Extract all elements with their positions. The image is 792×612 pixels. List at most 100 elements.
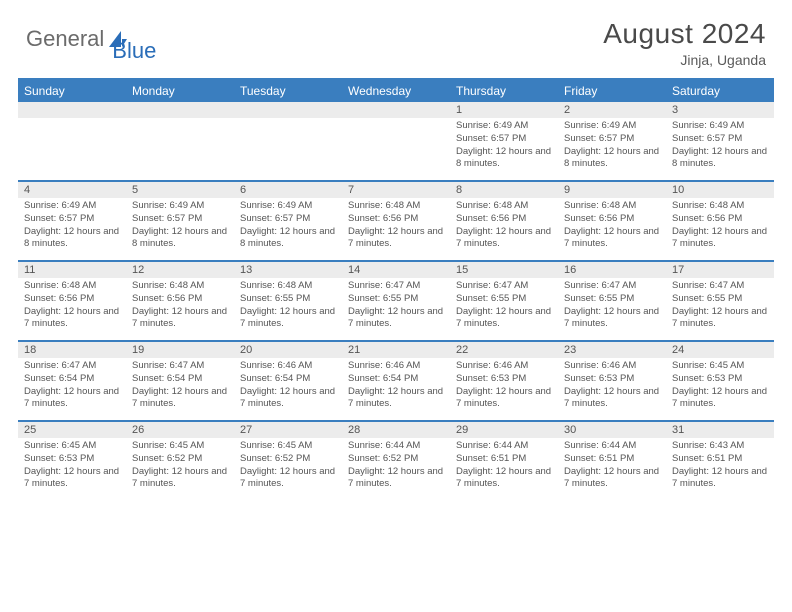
day-cell: Sunrise: 6:49 AMSunset: 6:57 PMDaylight:… [666, 118, 774, 180]
day-cell: Sunrise: 6:47 AMSunset: 6:55 PMDaylight:… [558, 278, 666, 340]
week-row: 11121314151617Sunrise: 6:48 AMSunset: 6:… [18, 260, 774, 340]
sunrise: Sunrise: 6:49 AM [24, 200, 120, 213]
daylight: Daylight: 12 hours and 7 minutes. [24, 386, 120, 412]
sunrise: Sunrise: 6:47 AM [348, 280, 444, 293]
sunrise: Sunrise: 6:46 AM [456, 360, 552, 373]
sunrise: Sunrise: 6:45 AM [132, 440, 228, 453]
daylight: Daylight: 12 hours and 8 minutes. [132, 226, 228, 252]
sunset: Sunset: 6:54 PM [348, 373, 444, 386]
week-cells: Sunrise: 6:47 AMSunset: 6:54 PMDaylight:… [18, 358, 774, 420]
day-number: 28 [342, 422, 450, 438]
sunset: Sunset: 6:57 PM [24, 213, 120, 226]
day-number: 29 [450, 422, 558, 438]
sunrise: Sunrise: 6:48 AM [672, 200, 768, 213]
daylight: Daylight: 12 hours and 7 minutes. [348, 466, 444, 492]
daynum-row: 123 [18, 102, 774, 118]
daylight: Daylight: 12 hours and 7 minutes. [456, 466, 552, 492]
weeks: 123Sunrise: 6:49 AMSunset: 6:57 PMDaylig… [18, 102, 774, 500]
sunset: Sunset: 6:53 PM [672, 373, 768, 386]
day-number: 3 [666, 102, 774, 118]
daylight: Daylight: 12 hours and 7 minutes. [240, 306, 336, 332]
week-cells: Sunrise: 6:49 AMSunset: 6:57 PMDaylight:… [18, 118, 774, 180]
daylight: Daylight: 12 hours and 7 minutes. [132, 306, 228, 332]
sunset: Sunset: 6:56 PM [456, 213, 552, 226]
title-block: August 2024 Jinja, Uganda [603, 18, 774, 68]
weekday: Wednesday [342, 80, 450, 102]
sunset: Sunset: 6:54 PM [240, 373, 336, 386]
daylight: Daylight: 12 hours and 7 minutes. [672, 306, 768, 332]
sunset: Sunset: 6:57 PM [564, 133, 660, 146]
day-cell: Sunrise: 6:46 AMSunset: 6:54 PMDaylight:… [234, 358, 342, 420]
day-cell: Sunrise: 6:43 AMSunset: 6:51 PMDaylight:… [666, 438, 774, 500]
logo-text-2: Blue [112, 38, 156, 64]
sunset: Sunset: 6:56 PM [564, 213, 660, 226]
sunrise: Sunrise: 6:48 AM [564, 200, 660, 213]
day-cell: Sunrise: 6:48 AMSunset: 6:56 PMDaylight:… [558, 198, 666, 260]
sunrise: Sunrise: 6:49 AM [132, 200, 228, 213]
sunrise: Sunrise: 6:47 AM [672, 280, 768, 293]
sunrise: Sunrise: 6:49 AM [240, 200, 336, 213]
sunset: Sunset: 6:53 PM [456, 373, 552, 386]
day-cell: Sunrise: 6:47 AMSunset: 6:55 PMDaylight:… [450, 278, 558, 340]
daylight: Daylight: 12 hours and 7 minutes. [672, 226, 768, 252]
sunset: Sunset: 6:57 PM [456, 133, 552, 146]
day-number: 25 [18, 422, 126, 438]
day-number: 27 [234, 422, 342, 438]
daynum-row: 11121314151617 [18, 262, 774, 278]
sunset: Sunset: 6:57 PM [672, 133, 768, 146]
daynum-row: 45678910 [18, 182, 774, 198]
weekday: Thursday [450, 80, 558, 102]
day-number: 13 [234, 262, 342, 278]
daylight: Daylight: 12 hours and 7 minutes. [672, 386, 768, 412]
week-row: 123Sunrise: 6:49 AMSunset: 6:57 PMDaylig… [18, 102, 774, 180]
daylight: Daylight: 12 hours and 7 minutes. [132, 386, 228, 412]
sunrise: Sunrise: 6:49 AM [456, 120, 552, 133]
day-number: 21 [342, 342, 450, 358]
daylight: Daylight: 12 hours and 8 minutes. [672, 146, 768, 172]
daylight: Daylight: 12 hours and 7 minutes. [456, 386, 552, 412]
page-title: August 2024 [603, 18, 766, 50]
day-number: 5 [126, 182, 234, 198]
day-number [126, 102, 234, 118]
daylight: Daylight: 12 hours and 7 minutes. [348, 386, 444, 412]
daylight: Daylight: 12 hours and 7 minutes. [456, 226, 552, 252]
daylight: Daylight: 12 hours and 7 minutes. [24, 306, 120, 332]
daylight: Daylight: 12 hours and 8 minutes. [240, 226, 336, 252]
calendar-page: General Blue August 2024 Jinja, Uganda S… [0, 0, 792, 500]
day-cell: Sunrise: 6:49 AMSunset: 6:57 PMDaylight:… [234, 198, 342, 260]
week-row: 25262728293031Sunrise: 6:45 AMSunset: 6:… [18, 420, 774, 500]
calendar: Sunday Monday Tuesday Wednesday Thursday… [18, 78, 774, 500]
sunset: Sunset: 6:56 PM [24, 293, 120, 306]
week-cells: Sunrise: 6:48 AMSunset: 6:56 PMDaylight:… [18, 278, 774, 340]
header: General Blue August 2024 Jinja, Uganda [18, 18, 774, 68]
daylight: Daylight: 12 hours and 7 minutes. [240, 386, 336, 412]
weekday: Friday [558, 80, 666, 102]
sunrise: Sunrise: 6:47 AM [24, 360, 120, 373]
day-cell: Sunrise: 6:48 AMSunset: 6:56 PMDaylight:… [450, 198, 558, 260]
sunrise: Sunrise: 6:44 AM [348, 440, 444, 453]
day-cell: Sunrise: 6:48 AMSunset: 6:56 PMDaylight:… [126, 278, 234, 340]
day-number: 17 [666, 262, 774, 278]
sunset: Sunset: 6:51 PM [564, 453, 660, 466]
weekday: Saturday [666, 80, 774, 102]
weekday: Sunday [18, 80, 126, 102]
sunset: Sunset: 6:55 PM [348, 293, 444, 306]
day-cell: Sunrise: 6:49 AMSunset: 6:57 PMDaylight:… [450, 118, 558, 180]
sunset: Sunset: 6:52 PM [132, 453, 228, 466]
sunrise: Sunrise: 6:47 AM [564, 280, 660, 293]
sunrise: Sunrise: 6:47 AM [132, 360, 228, 373]
sunrise: Sunrise: 6:46 AM [240, 360, 336, 373]
day-number [234, 102, 342, 118]
logo-text-1: General [26, 26, 104, 52]
day-cell: Sunrise: 6:47 AMSunset: 6:54 PMDaylight:… [126, 358, 234, 420]
daylight: Daylight: 12 hours and 7 minutes. [564, 226, 660, 252]
day-number: 11 [18, 262, 126, 278]
sunset: Sunset: 6:57 PM [240, 213, 336, 226]
sunset: Sunset: 6:51 PM [672, 453, 768, 466]
day-cell: Sunrise: 6:48 AMSunset: 6:56 PMDaylight:… [18, 278, 126, 340]
day-cell [234, 118, 342, 180]
day-number: 2 [558, 102, 666, 118]
sunset: Sunset: 6:55 PM [240, 293, 336, 306]
week-row: 45678910Sunrise: 6:49 AMSunset: 6:57 PMD… [18, 180, 774, 260]
day-number: 22 [450, 342, 558, 358]
